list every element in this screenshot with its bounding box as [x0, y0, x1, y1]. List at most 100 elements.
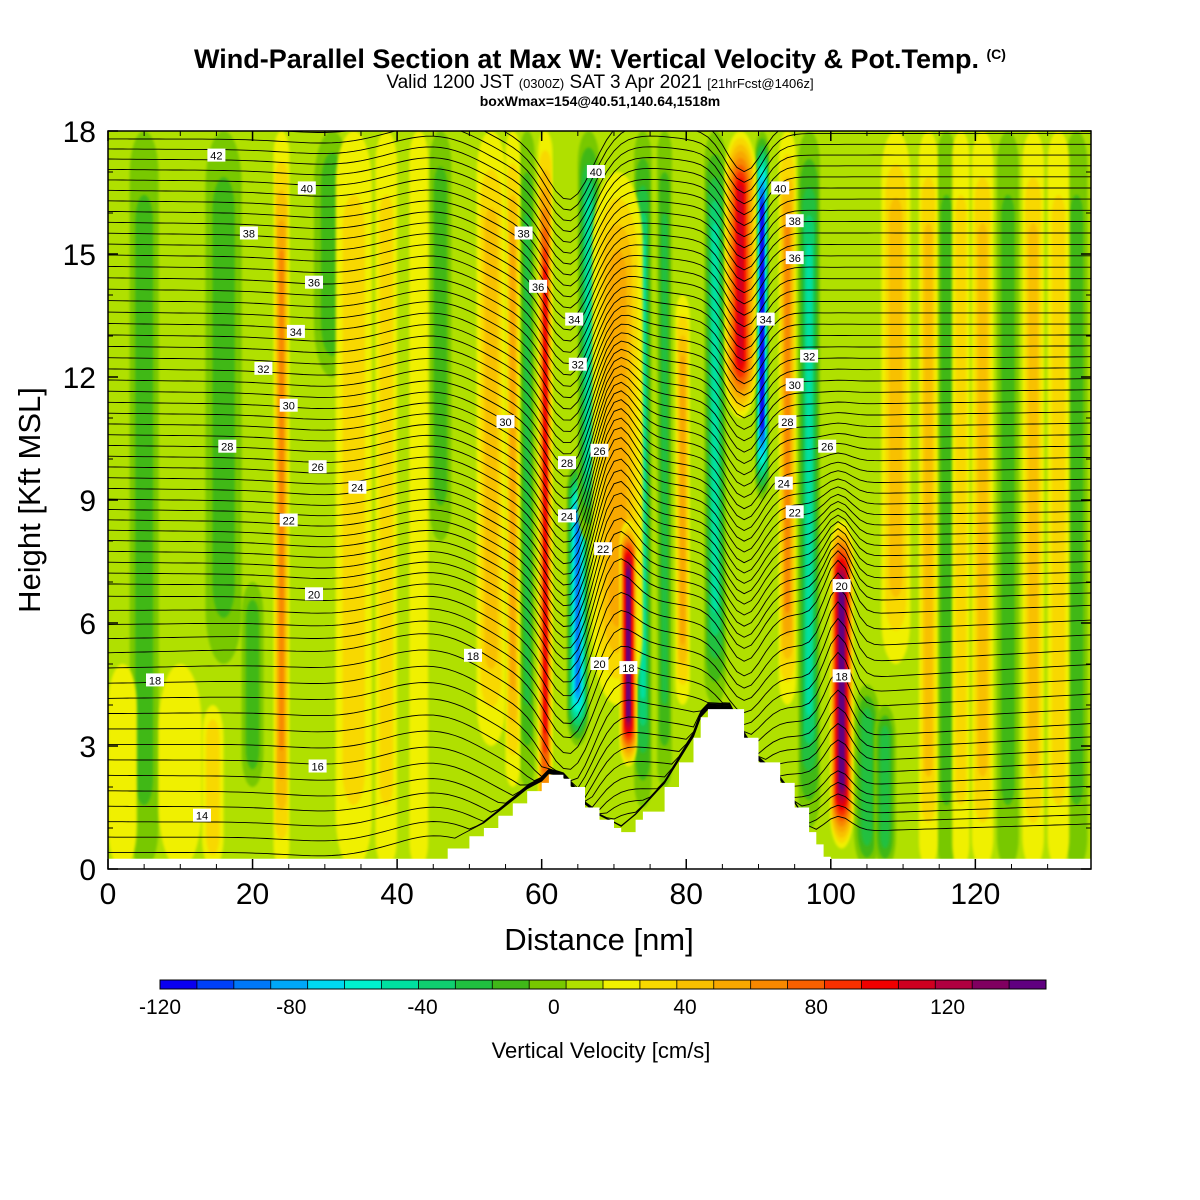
velocity-cell — [1001, 194, 1015, 806]
colorbar-swatch — [270, 980, 308, 989]
colorbar-swatch — [603, 980, 641, 989]
colorbar-swatch — [639, 980, 678, 989]
theta-contour — [108, 634, 1091, 754]
velocity-cell — [158, 664, 202, 869]
updraft-band — [971, 131, 994, 869]
valid-prefix: Valid 1200 JST — [386, 72, 514, 93]
colorbar-tick-label: -120 — [139, 996, 181, 1019]
contour-label-text: 24 — [561, 511, 573, 523]
theta-contour — [502, 131, 779, 200]
theta-contour — [108, 704, 1091, 799]
contour-label: 32 — [568, 357, 587, 372]
theta-contour — [108, 267, 1091, 365]
terrain — [108, 709, 1091, 869]
velocity-cell — [940, 194, 953, 806]
contour-label-text: 38 — [517, 229, 529, 241]
colorbar-swatch — [160, 980, 198, 989]
contour-label-text: 40 — [774, 183, 786, 195]
contour-label: 32 — [800, 349, 819, 364]
theta-contour — [108, 332, 1091, 432]
theta-contour — [108, 381, 1091, 499]
colorbar-title: Vertical Velocity [cm/s] — [492, 1038, 711, 1063]
updraft-band — [619, 520, 638, 767]
contour-label-text: 14 — [196, 811, 208, 823]
colorbar-swatch — [750, 980, 788, 989]
contour-label-text: 34 — [568, 315, 580, 327]
contour-label-text: 28 — [561, 458, 573, 470]
theta-contour — [108, 492, 1091, 617]
updraft-band — [675, 295, 690, 705]
box-wmax-info: boxWmax=154@40.51,140.64,1518m — [479, 93, 721, 109]
velocity-cell — [955, 194, 967, 806]
theta-contour — [108, 689, 1091, 789]
contour-label: 30 — [496, 415, 515, 429]
contour-label: 26 — [590, 443, 609, 458]
valid-date: SAT 3 Apr 2021 — [569, 72, 702, 93]
contour-label: 24 — [774, 476, 793, 491]
colorbar-swatch — [898, 980, 936, 989]
contour-label: 22 — [279, 513, 298, 528]
colorbar-swatch — [344, 980, 382, 989]
colorbar-frame — [159, 979, 1047, 990]
contour-label-text: 36 — [532, 282, 544, 294]
downdraft-band — [241, 582, 264, 787]
velocity-cell — [379, 194, 393, 806]
colorbar-swatch — [529, 980, 567, 989]
contour-label-text: 40 — [301, 183, 313, 195]
theta-contour — [275, 131, 1091, 211]
y-tick-label: 18 — [63, 116, 96, 149]
velocity-cell — [806, 243, 813, 716]
theta-contour — [108, 211, 1091, 309]
updraft-band — [108, 664, 137, 869]
theta-contour — [108, 617, 1091, 739]
utc-time: (0300Z) — [518, 76, 565, 91]
theta-contour — [108, 705, 1091, 802]
contour-label: 22 — [594, 542, 613, 556]
contour-label: 38 — [514, 226, 533, 241]
contour-label: 42 — [207, 148, 226, 163]
contour-label-text: 28 — [781, 417, 793, 429]
contour-label-text: 22 — [283, 516, 295, 528]
contour-label-text: 26 — [821, 442, 833, 454]
updraft-band — [505, 131, 520, 787]
contour-label-text: 20 — [593, 659, 605, 671]
theta-contour — [108, 373, 1091, 488]
contour-label-text: 18 — [467, 651, 479, 663]
contour-label: 34 — [286, 324, 305, 339]
contour-label-text: 42 — [210, 151, 222, 163]
contour-label-text: 24 — [351, 483, 363, 495]
contour-label: 40 — [297, 181, 316, 195]
theta-contour — [108, 559, 1091, 683]
downdraft-band — [937, 131, 956, 869]
contour-label-text: 28 — [221, 442, 233, 454]
downdraft-band — [874, 705, 896, 869]
theta-contour — [108, 340, 1091, 444]
theta-contour — [108, 399, 1091, 521]
theta-contour — [108, 585, 1091, 711]
theta-contour — [108, 312, 1091, 410]
copyright-mark: (C) — [986, 46, 1006, 62]
colorbar-swatch — [935, 980, 973, 989]
updraft-band — [830, 520, 854, 849]
contour-label-text: 18 — [835, 671, 847, 683]
colorbar-tick-label: -40 — [407, 996, 437, 1019]
downdraft-band — [853, 684, 880, 869]
colorbar-swatch — [196, 980, 235, 989]
theta-contour — [108, 189, 1091, 287]
contour-label-text: 38 — [789, 216, 801, 228]
contour-label-text: 32 — [257, 364, 269, 376]
theta-contour — [108, 480, 1091, 607]
contour-label: 30 — [279, 398, 298, 413]
velocity-cell — [524, 213, 531, 705]
velocity-cell — [889, 197, 903, 598]
contour-label-text: 20 — [308, 589, 320, 601]
contour-label-text: 30 — [283, 401, 295, 413]
contour-label: 16 — [308, 759, 327, 774]
updraft-band — [158, 664, 202, 869]
theta-contour — [108, 301, 1091, 399]
contour-label-text: 22 — [597, 544, 609, 556]
colorbar-swatch — [824, 980, 862, 989]
updraft-band — [335, 131, 372, 869]
contour-label: 34 — [565, 312, 584, 327]
theta-contour — [108, 530, 1091, 649]
